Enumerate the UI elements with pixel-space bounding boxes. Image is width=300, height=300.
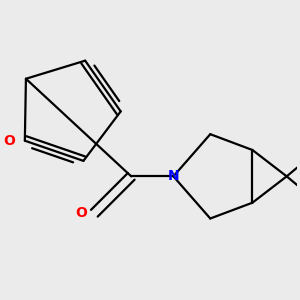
Text: O: O — [3, 134, 15, 148]
Text: O: O — [75, 206, 87, 220]
Text: N: N — [168, 169, 179, 183]
